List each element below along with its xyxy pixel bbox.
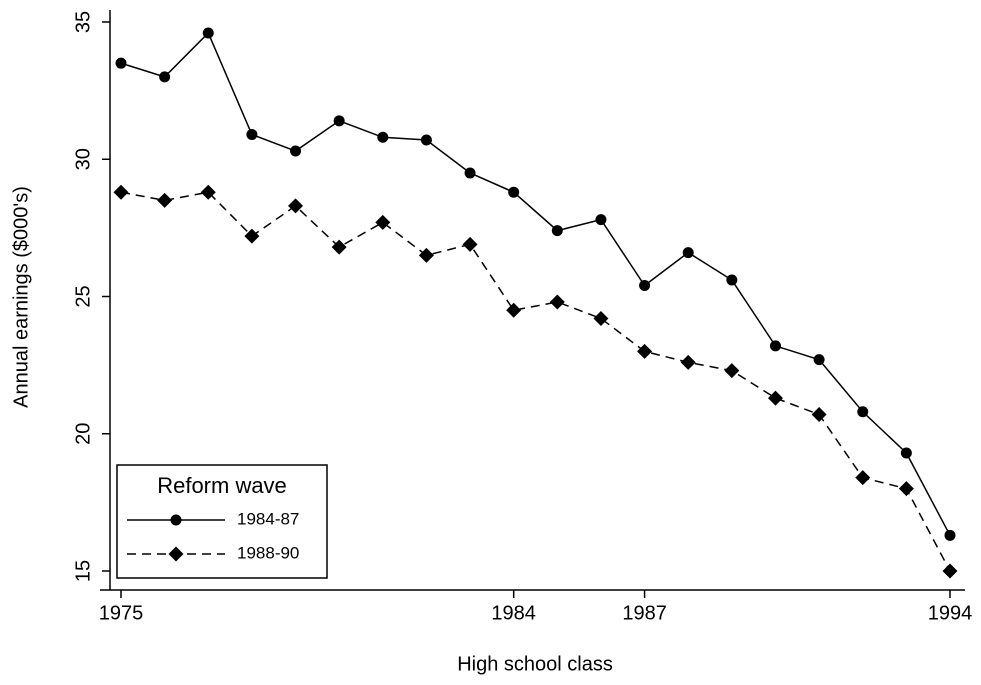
y-tick-label: 25 — [72, 285, 94, 307]
marker — [202, 27, 214, 39]
marker — [855, 470, 871, 486]
marker — [593, 310, 609, 326]
marker — [857, 406, 869, 418]
marker — [811, 407, 827, 423]
marker — [418, 247, 434, 263]
marker — [159, 71, 171, 83]
marker — [595, 214, 607, 226]
marker — [637, 343, 653, 359]
marker — [551, 225, 563, 237]
marker — [462, 236, 478, 252]
marker — [898, 481, 914, 497]
legend-box — [116, 464, 328, 579]
marker — [115, 57, 127, 69]
x-tick-label: 1975 — [99, 602, 144, 624]
marker — [288, 198, 304, 214]
y-tick-label: 15 — [72, 560, 94, 582]
marker — [331, 239, 347, 255]
y-axis-label: Annual earnings ($000's) — [10, 186, 32, 408]
marker — [508, 186, 520, 198]
y-tick-label: 30 — [72, 148, 94, 170]
x-axis-label: High school class — [457, 653, 613, 675]
marker — [464, 167, 476, 179]
marker — [375, 214, 391, 230]
marker — [170, 514, 182, 526]
x-tick-label: 1994 — [928, 602, 973, 624]
legend-label: 1988-90 — [237, 543, 299, 562]
legend-title: Reform wave — [157, 473, 287, 498]
marker — [769, 340, 781, 352]
marker — [813, 354, 825, 366]
marker — [168, 546, 184, 562]
marker — [506, 302, 522, 318]
marker — [942, 563, 958, 579]
y-tick-label: 35 — [72, 11, 94, 33]
marker — [680, 354, 696, 370]
marker — [244, 228, 260, 244]
marker — [726, 274, 738, 286]
marker — [639, 280, 651, 292]
marker — [333, 115, 345, 127]
marker — [944, 529, 956, 541]
y-tick-label: 20 — [72, 423, 94, 445]
legend-label: 1984-87 — [237, 509, 299, 528]
marker — [290, 145, 302, 157]
legend: Reform wave 1984-87 1988-90 — [116, 464, 328, 579]
marker — [549, 294, 565, 310]
marker — [724, 363, 740, 379]
x-tick-label: 1987 — [622, 602, 667, 624]
marker — [246, 129, 258, 141]
marker — [682, 247, 694, 259]
marker — [900, 447, 912, 459]
marker — [767, 390, 783, 406]
series-line — [120, 191, 951, 572]
marker — [157, 192, 173, 208]
marker — [200, 184, 216, 200]
x-tick-label: 1984 — [491, 602, 536, 624]
marker — [377, 131, 389, 143]
series-line — [120, 31, 951, 536]
marker — [420, 134, 432, 146]
marker — [113, 184, 129, 200]
